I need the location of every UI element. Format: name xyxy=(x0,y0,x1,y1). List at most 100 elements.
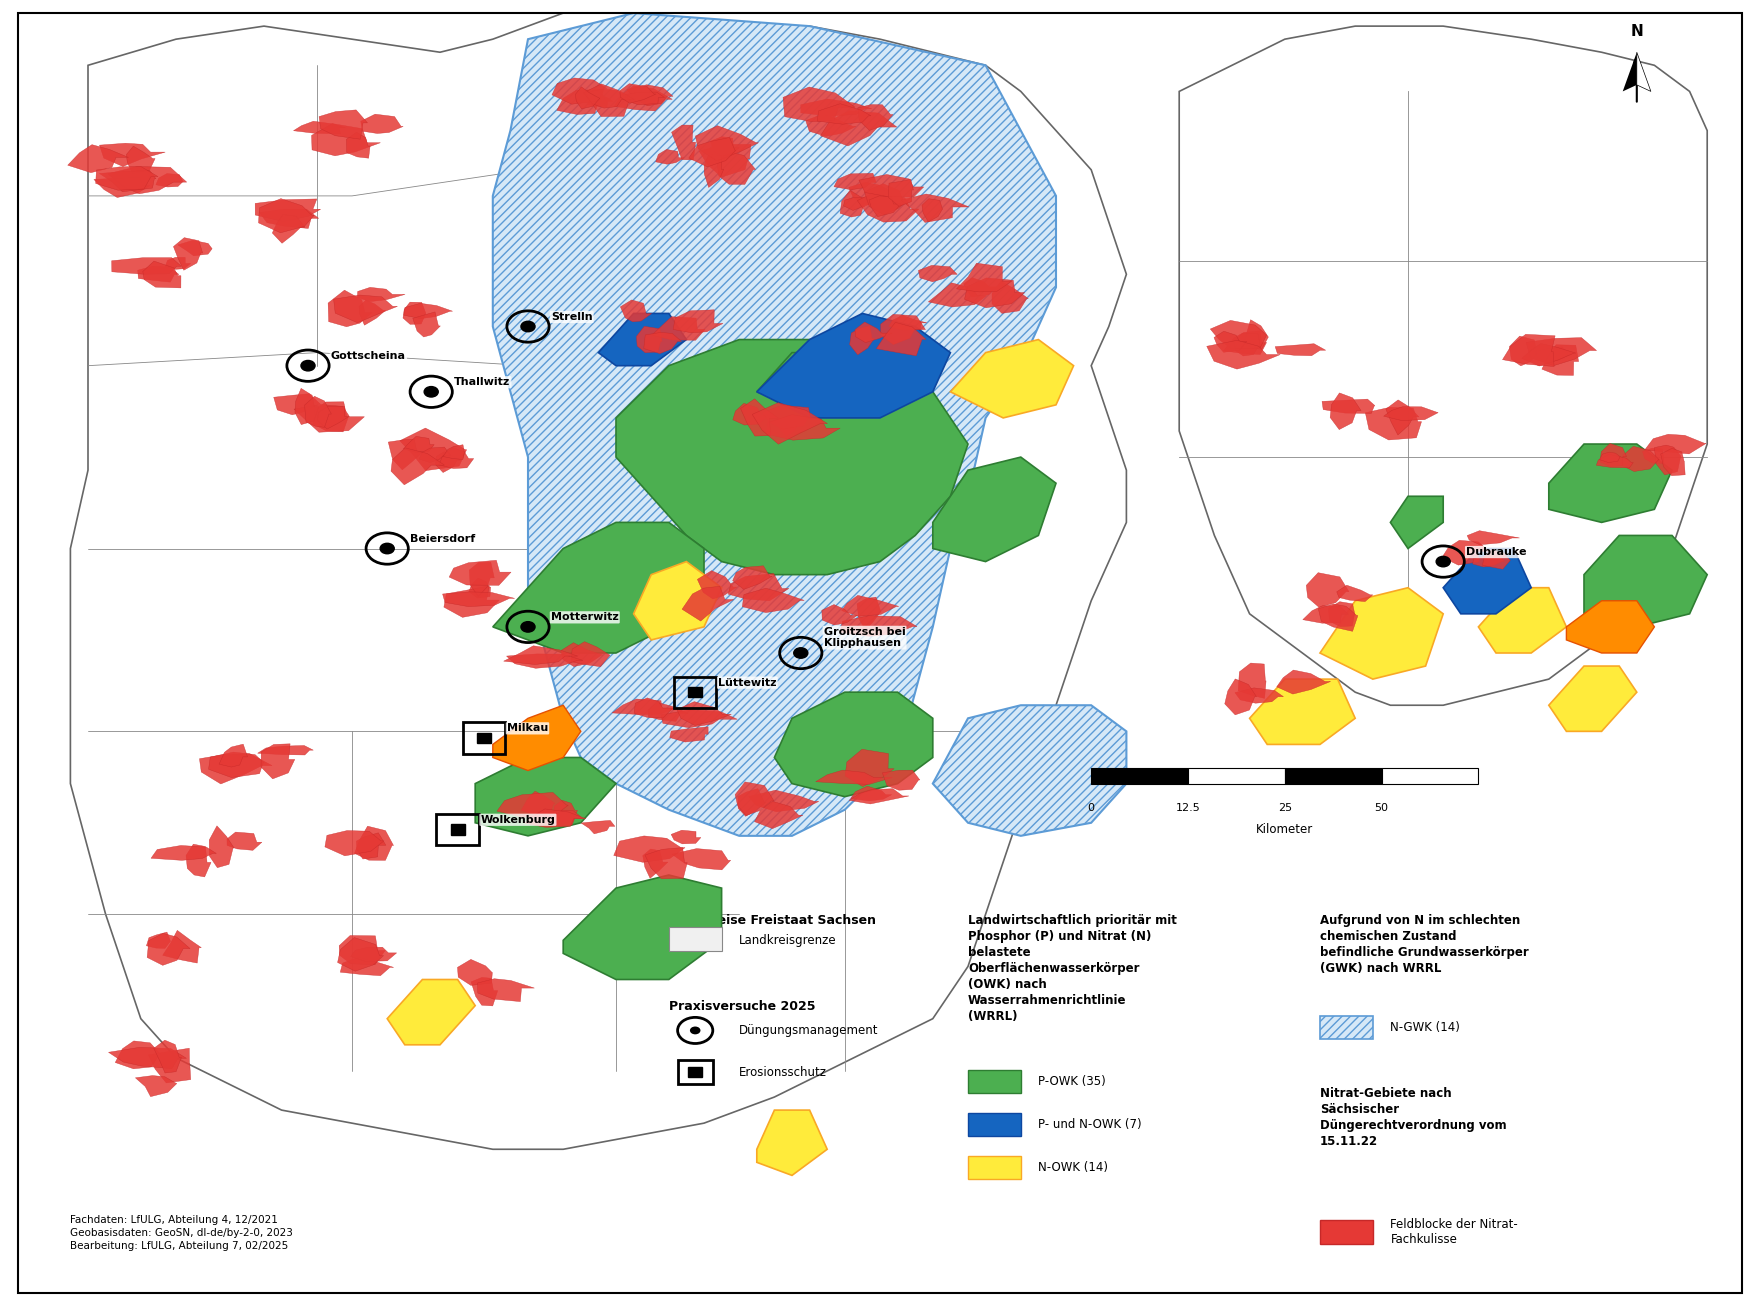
Polygon shape xyxy=(620,84,656,103)
Polygon shape xyxy=(1468,530,1519,545)
Polygon shape xyxy=(334,295,398,323)
Bar xyxy=(1320,1016,1373,1040)
Polygon shape xyxy=(625,91,665,104)
Polygon shape xyxy=(741,398,778,436)
Polygon shape xyxy=(889,179,913,206)
Text: Lüttewitz: Lüttewitz xyxy=(718,678,776,688)
Polygon shape xyxy=(1503,334,1556,367)
Polygon shape xyxy=(340,957,394,976)
Polygon shape xyxy=(357,833,385,859)
Bar xyxy=(968,1113,1021,1136)
Polygon shape xyxy=(419,447,451,462)
Polygon shape xyxy=(1654,445,1681,475)
Polygon shape xyxy=(850,786,892,801)
Polygon shape xyxy=(1637,52,1651,91)
Polygon shape xyxy=(1250,679,1355,744)
Circle shape xyxy=(690,1027,700,1034)
Polygon shape xyxy=(136,1076,176,1097)
Circle shape xyxy=(424,387,438,397)
Polygon shape xyxy=(848,183,894,205)
Polygon shape xyxy=(444,445,465,460)
Polygon shape xyxy=(933,457,1056,562)
Polygon shape xyxy=(864,184,908,214)
Polygon shape xyxy=(470,563,495,597)
Polygon shape xyxy=(107,167,187,193)
Polygon shape xyxy=(857,104,892,131)
Polygon shape xyxy=(338,938,384,972)
Polygon shape xyxy=(67,145,128,172)
Polygon shape xyxy=(521,791,554,815)
Polygon shape xyxy=(711,137,739,157)
Polygon shape xyxy=(561,643,604,666)
Polygon shape xyxy=(1302,606,1348,623)
Polygon shape xyxy=(857,597,880,629)
Polygon shape xyxy=(850,325,875,355)
Text: Fachdaten: LfULG, Abteilung 4, 12/2021
Geobasisdaten: GeoSN, dl-de/by-2-0, 2023
: Fachdaten: LfULG, Abteilung 4, 12/2021 G… xyxy=(70,1215,294,1251)
FancyBboxPatch shape xyxy=(688,687,702,697)
Polygon shape xyxy=(928,283,987,307)
Polygon shape xyxy=(312,124,380,155)
Polygon shape xyxy=(148,1049,190,1083)
Polygon shape xyxy=(729,573,788,601)
Polygon shape xyxy=(257,746,313,755)
Polygon shape xyxy=(1526,338,1596,366)
Bar xyxy=(968,1156,1021,1179)
Polygon shape xyxy=(361,114,403,133)
Text: 25: 25 xyxy=(1278,803,1292,814)
Polygon shape xyxy=(1473,555,1505,567)
Polygon shape xyxy=(716,151,755,184)
Polygon shape xyxy=(146,932,171,948)
Polygon shape xyxy=(762,405,810,430)
Polygon shape xyxy=(859,175,924,197)
Text: Praxisversuche 2025: Praxisversuche 2025 xyxy=(669,1000,815,1013)
Polygon shape xyxy=(220,744,248,767)
Polygon shape xyxy=(1549,666,1637,731)
Polygon shape xyxy=(359,300,385,325)
Polygon shape xyxy=(848,789,908,804)
Circle shape xyxy=(521,622,535,632)
Text: N-OWK (14): N-OWK (14) xyxy=(1038,1161,1109,1174)
Text: Landkreisgrenze: Landkreisgrenze xyxy=(739,934,836,947)
Polygon shape xyxy=(634,562,722,640)
Text: Kilometer: Kilometer xyxy=(1257,823,1313,836)
Polygon shape xyxy=(598,313,686,366)
Polygon shape xyxy=(435,452,461,473)
Text: Motterwitz: Motterwitz xyxy=(551,613,618,623)
Polygon shape xyxy=(354,827,394,861)
Polygon shape xyxy=(347,132,370,158)
Polygon shape xyxy=(644,333,681,354)
Polygon shape xyxy=(857,189,919,222)
Polygon shape xyxy=(524,808,586,828)
Text: Landkreise Freistaat Sachsen: Landkreise Freistaat Sachsen xyxy=(669,914,876,927)
Polygon shape xyxy=(319,110,368,140)
Bar xyxy=(669,927,722,951)
Bar xyxy=(1382,768,1478,784)
Polygon shape xyxy=(651,317,706,340)
Polygon shape xyxy=(1482,550,1510,569)
Polygon shape xyxy=(766,414,840,440)
Polygon shape xyxy=(313,402,348,432)
Polygon shape xyxy=(678,701,732,725)
Polygon shape xyxy=(834,174,876,189)
Polygon shape xyxy=(327,290,373,326)
Polygon shape xyxy=(671,727,708,742)
Polygon shape xyxy=(882,771,920,790)
Bar xyxy=(1320,1220,1373,1243)
Polygon shape xyxy=(1443,549,1531,614)
Text: 12.5: 12.5 xyxy=(1176,803,1200,814)
Bar xyxy=(968,1070,1021,1093)
Polygon shape xyxy=(1549,444,1672,522)
Polygon shape xyxy=(704,154,723,188)
Polygon shape xyxy=(778,417,801,436)
Polygon shape xyxy=(672,125,695,159)
Polygon shape xyxy=(1642,448,1663,464)
Polygon shape xyxy=(496,793,568,818)
Polygon shape xyxy=(1276,670,1331,693)
Polygon shape xyxy=(1441,541,1489,565)
Polygon shape xyxy=(774,692,933,797)
Text: Strelln: Strelln xyxy=(551,312,593,323)
Polygon shape xyxy=(820,111,898,146)
Polygon shape xyxy=(503,645,577,665)
Polygon shape xyxy=(956,264,1012,293)
Text: Wolkenburg: Wolkenburg xyxy=(480,815,556,825)
